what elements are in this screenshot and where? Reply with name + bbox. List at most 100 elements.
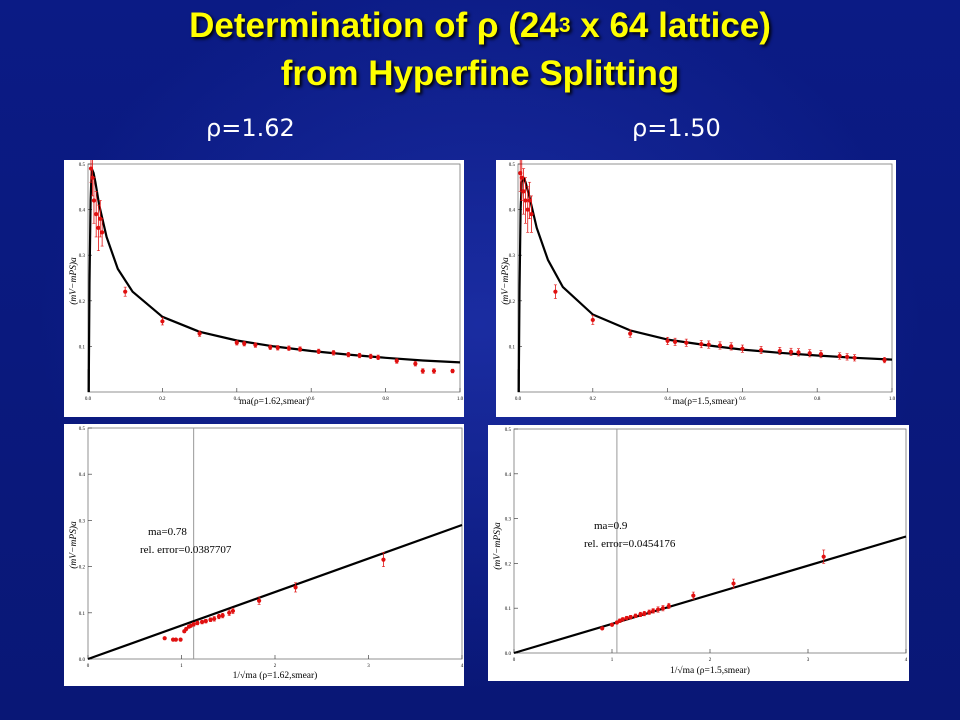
annotation-ma: ma=0.78 xyxy=(148,526,187,538)
data-point xyxy=(368,354,373,359)
left-column-heading: ρ=1.62 xyxy=(206,114,295,142)
data-point xyxy=(651,608,656,613)
x-tick-label: 0 xyxy=(513,658,516,663)
data-point xyxy=(691,593,696,598)
data-point xyxy=(94,212,99,217)
data-point xyxy=(729,344,734,349)
data-point xyxy=(195,620,200,626)
y-tick-label: 0.5 xyxy=(79,427,86,432)
y-tick-label: 0.3 xyxy=(505,518,512,523)
x-tick-label: 0.4 xyxy=(664,397,671,402)
data-point xyxy=(600,626,605,631)
data-point xyxy=(100,230,105,235)
y-tick-label: 0.4 xyxy=(509,209,516,214)
data-point xyxy=(845,354,850,359)
data-point xyxy=(740,346,745,351)
plot-frame xyxy=(517,163,893,393)
data-point xyxy=(807,351,812,356)
y-tick-label: 0.3 xyxy=(79,519,86,524)
chart-panel-1: 0.0 0.2 0.4 0.6 0.8 1.0 0.1 0.2 0.3 0.4 0.5 ma(ρ=1.… xyxy=(64,160,464,417)
annotation-ma: ma=0.9 xyxy=(594,520,628,532)
data-point xyxy=(257,598,262,603)
plot-frame xyxy=(87,163,461,393)
y-tick-label: 0.3 xyxy=(509,254,516,259)
x-tick-label: 1 xyxy=(611,658,614,663)
data-point xyxy=(230,608,236,614)
chart-1-svg: 0.0 0.2 0.4 0.6 0.8 1.0 0.1 0.2 0.3 0.4 0.5 ma(ρ=1.… xyxy=(68,160,464,407)
data-point xyxy=(818,352,824,357)
data-point xyxy=(297,347,303,352)
y-tick-label: 0.3 xyxy=(79,254,86,259)
plot-frame xyxy=(513,428,907,654)
data-point xyxy=(173,637,178,642)
y-tick-label: 0.0 xyxy=(505,652,512,657)
data-point xyxy=(227,610,232,615)
data-point xyxy=(525,207,530,212)
data-point xyxy=(191,622,196,627)
data-point xyxy=(684,340,689,345)
data-point xyxy=(381,557,386,562)
annotation-rel-error: rel. error=0.0387707 xyxy=(140,544,232,556)
fit-curve xyxy=(517,176,893,393)
y-tick-label: 0.1 xyxy=(505,607,512,612)
data-point xyxy=(699,342,704,347)
chart-panel-2: 0.0 0.2 0.4 0.6 0.8 1.0 0.1 0.2 0.3 0.4 0.5 ma(ρ=1.… xyxy=(496,160,896,417)
data-point xyxy=(553,289,558,294)
data-point xyxy=(759,347,764,353)
x-axis-label: 1/√ma (ρ=1.62,smear) xyxy=(233,670,318,681)
data-point xyxy=(242,341,247,346)
data-point xyxy=(660,606,666,611)
chart-2-svg: 0.0 0.2 0.4 0.6 0.8 1.0 0.1 0.2 0.3 0.4 0.5 ma(ρ=1.… xyxy=(500,160,896,407)
data-point xyxy=(394,358,399,364)
data-point xyxy=(96,225,101,230)
data-point xyxy=(450,368,455,374)
data-point xyxy=(529,212,534,217)
data-point xyxy=(655,607,661,612)
data-point xyxy=(821,554,826,559)
data-point xyxy=(203,619,208,624)
x-tick-label: 1 xyxy=(180,664,183,669)
data-point xyxy=(633,613,638,618)
data-point xyxy=(672,339,678,344)
data-point xyxy=(523,198,528,203)
x-tick-label: 4 xyxy=(461,664,464,669)
data-point xyxy=(647,610,652,615)
data-point xyxy=(628,331,633,336)
x-tick-label: 0.8 xyxy=(382,397,389,402)
y-axis-label: (mV−mPS)a xyxy=(500,257,511,305)
data-point xyxy=(882,357,887,363)
data-point xyxy=(88,166,94,171)
data-point xyxy=(184,626,189,632)
data-point xyxy=(837,353,842,359)
y-axis-label: (mV−mPS)a xyxy=(68,521,79,569)
y-tick-label: 0.2 xyxy=(505,562,512,567)
y-tick-label: 0.0 xyxy=(79,658,86,663)
data-point xyxy=(527,198,532,203)
data-point xyxy=(521,189,526,194)
fit-curve xyxy=(87,167,461,393)
y-tick-label: 0.1 xyxy=(79,345,86,350)
x-axis-label: ma(ρ=1.5,smear) xyxy=(673,396,738,407)
fit-curve xyxy=(87,523,463,661)
data-point xyxy=(731,581,736,586)
data-point xyxy=(628,615,633,620)
data-point xyxy=(234,340,239,345)
y-tick-label: 0.4 xyxy=(79,209,86,214)
annotation-rel-error: rel. error=0.0454176 xyxy=(584,538,676,550)
data-point xyxy=(376,355,381,360)
x-axis-label: ma(ρ=1.62,smear) xyxy=(239,396,309,407)
y-tick-label: 0.5 xyxy=(79,163,86,168)
chart-4-svg: 0 1 2 3 4 0.0 0.1 0.2 0.3 0.4 0.5 1/√ma (ρ=1.5,smea… xyxy=(492,428,908,676)
x-tick-label: 2 xyxy=(709,658,712,663)
y-tick-label: 0.5 xyxy=(509,163,516,168)
data-point xyxy=(316,349,321,354)
title-prefix: Determination of ρ (24 xyxy=(189,6,559,45)
x-tick-label: 1.0 xyxy=(457,397,464,402)
x-tick-label: 0 xyxy=(87,664,90,669)
y-tick-label: 0.4 xyxy=(79,473,86,478)
chart-3-svg: 0 1 2 3 4 0.0 0.1 0.2 0.3 0.4 0.5 1/√ma (ρ=1.62,sme… xyxy=(68,427,464,681)
data-point xyxy=(216,614,221,619)
x-tick-label: 0.0 xyxy=(85,397,92,402)
data-point xyxy=(331,350,336,355)
y-tick-label: 0.2 xyxy=(79,300,86,305)
